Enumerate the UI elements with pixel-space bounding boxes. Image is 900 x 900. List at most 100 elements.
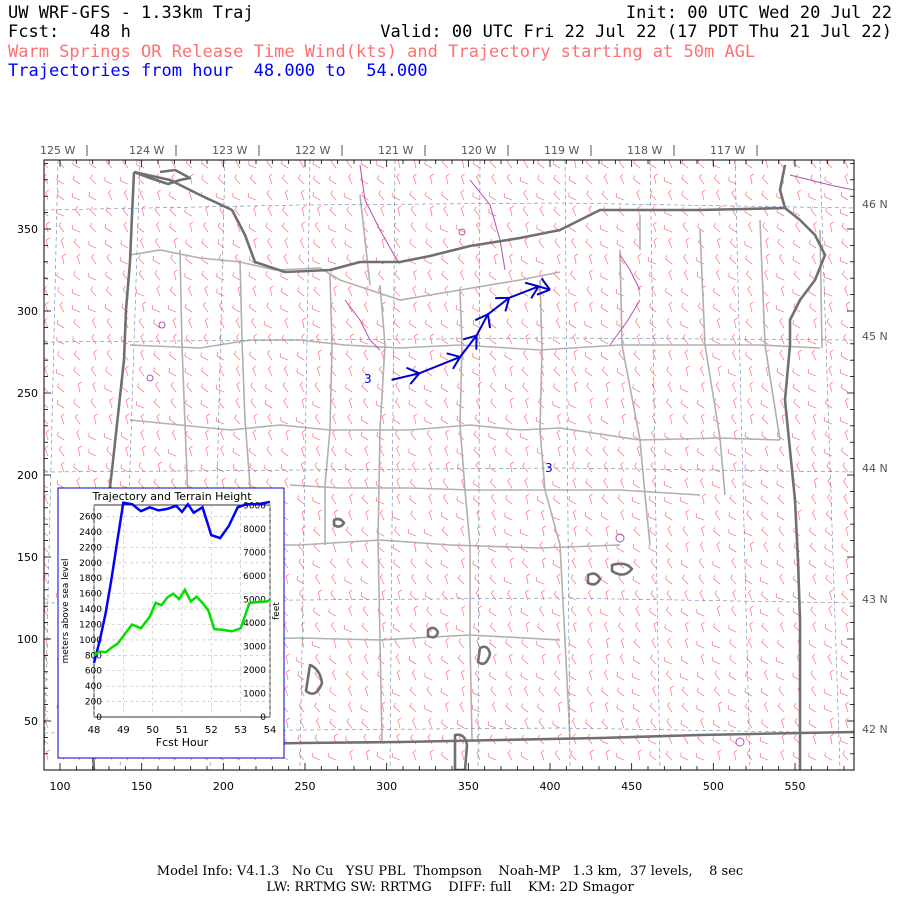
wind-barb [584,511,593,521]
wind-barb [505,671,513,681]
wind-barb [395,653,401,665]
wind-barb [204,317,209,329]
wind-barb [106,317,113,329]
wind-barb [456,625,465,633]
wind-barb [428,477,433,489]
wind-barb [712,641,721,649]
wind-barb [313,286,321,297]
wind-barb [588,253,593,265]
wind-barb [811,493,817,505]
wind-barb [381,589,386,601]
wind-barb [811,653,817,665]
wind-barb [665,575,673,585]
wind-barb [489,335,497,345]
wind-barb [232,240,241,249]
wind-barb [44,414,49,425]
wind-barb [777,702,785,713]
wind-barb [840,689,849,697]
inset-y-tick-right: 8000 [243,525,266,535]
wind-barb [553,174,561,185]
wind-barb [714,494,721,505]
wind-barb [617,446,625,457]
wind-barb [632,479,641,489]
wind-barb [508,269,513,281]
wind-barb [604,253,609,265]
wind-barb [523,413,529,425]
wind-barb [568,689,577,697]
wind-barb [664,656,673,665]
wind-barb [347,413,353,425]
wind-barb [203,477,209,489]
wind-barb [506,221,513,233]
trajectory-barb [504,297,511,312]
longitude-labels: 125 W 124 W 123 W 122 W 121 W 120 W 119 W 118 W… [40,144,758,157]
wind-barb [684,589,689,601]
wind-barb [330,478,337,489]
wind-barb [555,637,561,649]
wind-barb [793,398,801,409]
wind-barb [201,160,209,169]
wind-barb [776,672,785,681]
model-info-line2: LW: RRTMG SW: RRTMG DIFF: full KM: 2D Sm… [266,880,634,895]
wind-barb [410,222,417,233]
wind-barb [104,223,113,233]
wind-barb [377,654,385,665]
wind-barb [361,670,369,681]
wind-barb [587,637,593,649]
wind-barb [411,717,417,729]
wind-barb [589,653,594,665]
wind-barb [680,720,689,729]
wind-barb [760,656,769,665]
wind-barb [490,557,497,569]
wind-barb [360,576,369,585]
wind-barb [810,206,817,217]
wind-barb [681,174,689,185]
wind-barb [328,175,337,185]
wind-barb [264,320,273,329]
wind-barb [749,621,754,633]
wind-barb [329,206,337,217]
latitude-label: 44 N [862,462,888,475]
wind-barb [430,333,435,345]
wind-barb [633,638,641,649]
wind-barb [457,254,465,265]
wind-barb [349,333,355,345]
wind-barb [730,574,737,585]
wind-barb [715,253,721,265]
wind-barb [412,637,417,649]
wind-barb [157,461,162,473]
wind-barb [444,573,449,585]
wind-barb [361,382,369,393]
wind-barb [808,337,817,345]
wind-barb [330,621,337,633]
wind-barb [44,317,49,329]
wind-barb [440,560,449,569]
wind-barb [842,270,849,281]
wind-barb [620,637,625,649]
wind-barb [540,749,545,761]
wind-barb [105,271,113,281]
wind-barb [664,624,673,633]
wind-barb [504,719,513,729]
wind-barb [248,193,257,201]
wind-barb [107,189,113,201]
wind-barb [300,461,305,473]
wind-barb [328,224,337,233]
wind-barb [236,381,241,393]
wind-barb [637,205,642,217]
inset-y-tick-right: 6000 [243,572,266,582]
wind-barb [232,192,241,201]
wind-barb [844,160,849,169]
wind-barb [603,621,609,633]
wind-barb [620,397,625,409]
wind-barb [296,656,305,665]
wind-barb [92,381,97,393]
wind-barb [120,464,129,473]
wind-barb [250,398,257,409]
wind-barb [827,493,833,505]
x-tick-label: 100 [50,780,71,793]
wind-barb [317,205,322,217]
wind-barb [312,305,321,313]
wind-barb [683,269,689,281]
latitude-label: 45 N [862,330,888,343]
